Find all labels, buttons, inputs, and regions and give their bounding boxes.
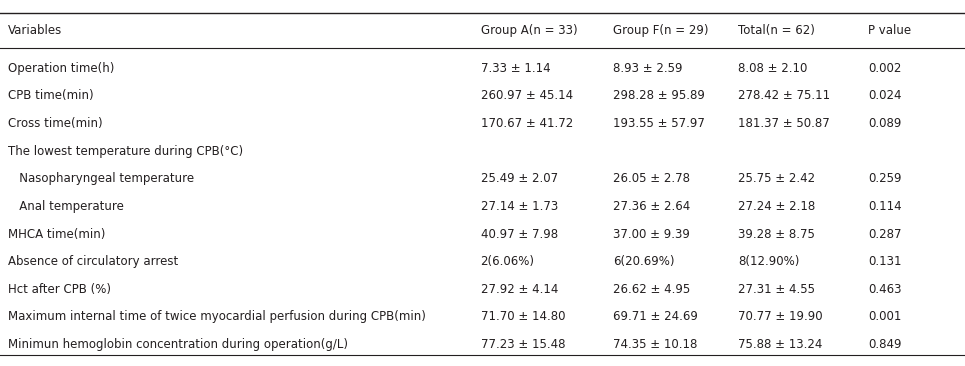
Text: 6(20.69%): 6(20.69%): [613, 255, 675, 268]
Text: 27.24 ± 2.18: 27.24 ± 2.18: [738, 200, 815, 213]
Text: 0.002: 0.002: [868, 62, 902, 75]
Text: 0.089: 0.089: [868, 117, 902, 130]
Text: P value: P value: [868, 23, 912, 37]
Text: 0.114: 0.114: [868, 200, 902, 213]
Text: 181.37 ± 50.87: 181.37 ± 50.87: [738, 117, 830, 130]
Text: 27.92 ± 4.14: 27.92 ± 4.14: [481, 283, 558, 296]
Text: 0.001: 0.001: [868, 310, 902, 324]
Text: 8.08 ± 2.10: 8.08 ± 2.10: [738, 62, 808, 75]
Text: Cross time(min): Cross time(min): [8, 117, 102, 130]
Text: MHCA time(min): MHCA time(min): [8, 228, 105, 240]
Text: 71.70 ± 14.80: 71.70 ± 14.80: [481, 310, 565, 324]
Text: 37.00 ± 9.39: 37.00 ± 9.39: [613, 228, 690, 240]
Text: 298.28 ± 95.89: 298.28 ± 95.89: [613, 89, 704, 102]
Text: 0.287: 0.287: [868, 228, 902, 240]
Text: 0.259: 0.259: [868, 172, 902, 185]
Text: 8(12.90%): 8(12.90%): [738, 255, 800, 268]
Text: Absence of circulatory arrest: Absence of circulatory arrest: [8, 255, 178, 268]
Text: 27.36 ± 2.64: 27.36 ± 2.64: [613, 200, 690, 213]
Text: 193.55 ± 57.97: 193.55 ± 57.97: [613, 117, 704, 130]
Text: 8.93 ± 2.59: 8.93 ± 2.59: [613, 62, 682, 75]
Text: The lowest temperature during CPB(°C): The lowest temperature during CPB(°C): [8, 145, 243, 158]
Text: 170.67 ± 41.72: 170.67 ± 41.72: [481, 117, 573, 130]
Text: Nasopharyngeal temperature: Nasopharyngeal temperature: [8, 172, 194, 185]
Text: Minimun hemoglobin concentration during operation(g/L): Minimun hemoglobin concentration during …: [8, 338, 347, 351]
Text: 77.23 ± 15.48: 77.23 ± 15.48: [481, 338, 565, 351]
Text: 75.88 ± 13.24: 75.88 ± 13.24: [738, 338, 822, 351]
Text: Maximum internal time of twice myocardial perfusion during CPB(min): Maximum internal time of twice myocardia…: [8, 310, 426, 324]
Text: 27.14 ± 1.73: 27.14 ± 1.73: [481, 200, 558, 213]
Text: Anal temperature: Anal temperature: [8, 200, 124, 213]
Text: 0.024: 0.024: [868, 89, 902, 102]
Text: Operation time(h): Operation time(h): [8, 62, 114, 75]
Text: 74.35 ± 10.18: 74.35 ± 10.18: [613, 338, 697, 351]
Text: 25.75 ± 2.42: 25.75 ± 2.42: [738, 172, 815, 185]
Text: 69.71 ± 24.69: 69.71 ± 24.69: [613, 310, 698, 324]
Text: Variables: Variables: [8, 23, 62, 37]
Text: 0.463: 0.463: [868, 283, 902, 296]
Text: Group F(n = 29): Group F(n = 29): [613, 23, 708, 37]
Text: 2(6.06%): 2(6.06%): [481, 255, 535, 268]
Text: 70.77 ± 19.90: 70.77 ± 19.90: [738, 310, 823, 324]
Text: 7.33 ± 1.14: 7.33 ± 1.14: [481, 62, 550, 75]
Text: 39.28 ± 8.75: 39.28 ± 8.75: [738, 228, 815, 240]
Text: 260.97 ± 45.14: 260.97 ± 45.14: [481, 89, 572, 102]
Text: Hct after CPB (%): Hct after CPB (%): [8, 283, 111, 296]
Text: 26.62 ± 4.95: 26.62 ± 4.95: [613, 283, 690, 296]
Text: 26.05 ± 2.78: 26.05 ± 2.78: [613, 172, 690, 185]
Text: 278.42 ± 75.11: 278.42 ± 75.11: [738, 89, 830, 102]
Text: Group A(n = 33): Group A(n = 33): [481, 23, 577, 37]
Text: 27.31 ± 4.55: 27.31 ± 4.55: [738, 283, 815, 296]
Text: Total(n = 62): Total(n = 62): [738, 23, 815, 37]
Text: 40.97 ± 7.98: 40.97 ± 7.98: [481, 228, 558, 240]
Text: 25.49 ± 2.07: 25.49 ± 2.07: [481, 172, 558, 185]
Text: 0.849: 0.849: [868, 338, 902, 351]
Text: CPB time(min): CPB time(min): [8, 89, 94, 102]
Text: 0.131: 0.131: [868, 255, 902, 268]
